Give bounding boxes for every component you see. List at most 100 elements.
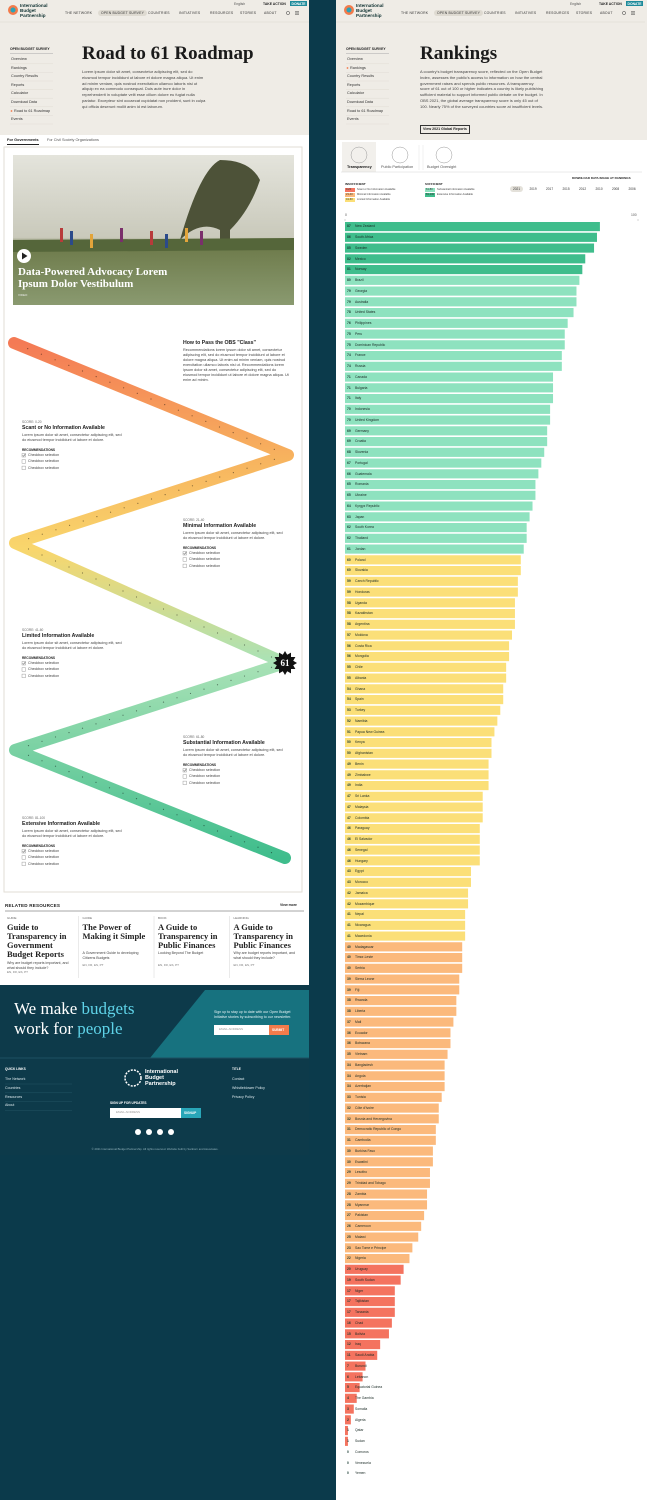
sidebar-link[interactable]: Overview xyxy=(11,57,27,61)
bar-label[interactable]: Chad xyxy=(355,1320,364,1325)
checkbox-label[interactable]: Checkbox selection xyxy=(28,861,60,866)
checkbox-label[interactable]: Checkbox selection xyxy=(28,667,60,672)
bar-label[interactable]: Mozambique xyxy=(355,901,375,906)
social-icon[interactable] xyxy=(157,1129,163,1135)
bar-label[interactable]: Jordan xyxy=(355,546,366,551)
bar-label[interactable]: United States xyxy=(355,310,376,315)
bar-label[interactable]: Iraq xyxy=(355,1342,361,1347)
view-more[interactable]: View more xyxy=(280,903,297,907)
bar-label[interactable]: Sudan xyxy=(355,1439,365,1444)
language-select[interactable]: English xyxy=(234,1,246,6)
bar-label[interactable]: Argentina xyxy=(355,622,370,627)
bar-label[interactable]: Lesotho xyxy=(355,1170,368,1175)
checkbox-label[interactable]: Checkbox selection xyxy=(28,849,60,853)
bar-label[interactable]: South Korea xyxy=(355,525,374,530)
bar-label[interactable]: Romania xyxy=(355,482,369,487)
bar-label[interactable]: Azerbaijan xyxy=(355,1084,372,1089)
bar-label[interactable]: The Gambia xyxy=(355,1396,374,1401)
checkbox-label[interactable]: Checkbox selection xyxy=(189,768,221,772)
bar-label[interactable]: Somalia xyxy=(355,1406,368,1411)
bar-label[interactable]: Mexico xyxy=(355,256,366,261)
bar-label[interactable]: Thailand xyxy=(355,536,369,541)
bar-label[interactable]: Cambodia xyxy=(355,1138,371,1143)
tab-active[interactable]: For Governments xyxy=(7,138,39,145)
bar-label[interactable]: Uganda xyxy=(355,600,367,605)
bar-label[interactable]: Saudi Arabia xyxy=(355,1353,375,1358)
nav-item[interactable]: RESOURCES xyxy=(546,11,570,15)
bar-label[interactable]: Nicaragua xyxy=(355,923,371,928)
donate-button[interactable]: DONATE xyxy=(626,1,644,7)
bar-label[interactable]: South Sudan xyxy=(355,1277,375,1282)
bar-label[interactable]: Philippines xyxy=(355,321,372,326)
checkbox-label[interactable]: Checkbox selection xyxy=(189,563,221,568)
bar-label[interactable]: Ghana xyxy=(355,686,366,691)
sidebar-link[interactable]: Rankings xyxy=(11,65,27,70)
bar-label[interactable]: Tanzania xyxy=(355,1310,369,1315)
bar-label[interactable]: Sri Lanka xyxy=(355,794,370,799)
checkbox-label[interactable]: Checkbox selection xyxy=(189,774,221,779)
bar-label[interactable]: Colombia xyxy=(355,815,370,820)
bar-label[interactable]: United Kingdom xyxy=(355,417,380,422)
sidebar-link[interactable]: Download Data xyxy=(11,100,37,104)
bar-label[interactable]: Tunisia xyxy=(355,1095,366,1100)
bar-label[interactable]: Indonesia xyxy=(355,407,370,412)
bar-label[interactable]: Afghanistan xyxy=(355,751,373,756)
bar-label[interactable]: Ecuador xyxy=(355,1030,368,1035)
bar-label[interactable]: Nigeria xyxy=(355,1256,366,1261)
nav-item[interactable]: COUNTRIES xyxy=(148,11,170,15)
bar-label[interactable]: Zambia xyxy=(355,1191,367,1196)
checkbox-label[interactable]: Checkbox selection xyxy=(189,557,221,562)
checkbox-label[interactable]: Checkbox selection xyxy=(189,551,221,555)
email-placeholder[interactable]: EMAIL ADDRESS xyxy=(219,1027,244,1031)
year-button-active[interactable]: 2021 xyxy=(510,186,524,193)
bar-label[interactable]: Yemen xyxy=(355,1471,366,1476)
bar-label[interactable]: India xyxy=(355,783,363,788)
bar-label[interactable]: Morocco xyxy=(355,880,369,885)
bar-label[interactable]: France xyxy=(355,353,366,358)
bar-label[interactable]: Mongolia xyxy=(355,654,369,659)
card-title[interactable]: A Guide to Transparency in Public Financ… xyxy=(158,922,218,950)
signup-label[interactable]: SIGNUP xyxy=(184,1111,197,1115)
bar-label[interactable]: Georgia xyxy=(355,288,368,293)
bar-label[interactable]: Sao Tome e Principe xyxy=(355,1245,387,1250)
bar-label[interactable]: Botswana xyxy=(355,1041,370,1046)
checkbox-label[interactable]: Checkbox selection xyxy=(28,673,60,678)
nav-item[interactable]: OPEN BUDGET SURVEY xyxy=(98,10,148,16)
bar-label[interactable]: Eswatini xyxy=(355,1159,368,1164)
card-title[interactable]: The Power of Making it Simple xyxy=(82,922,146,941)
checkbox-label[interactable]: Checkbox selection xyxy=(28,661,60,665)
bar-label[interactable]: Angola xyxy=(355,1073,366,1078)
bar-label[interactable]: Jamaica xyxy=(355,890,368,895)
bar-label[interactable]: Honduras xyxy=(355,589,370,594)
bar-label[interactable]: Equatorial Guinea xyxy=(355,1385,383,1390)
bar-label[interactable]: Malawi xyxy=(355,1234,366,1239)
footer-link[interactable]: Resources xyxy=(5,1094,23,1099)
bar-label[interactable]: Japan xyxy=(355,514,365,519)
bar-label[interactable]: Kenya xyxy=(355,740,365,745)
card-title[interactable]: A Guide to Transparency in Public Financ… xyxy=(233,922,293,950)
sidebar-link[interactable]: Overview xyxy=(347,57,363,61)
nav-item[interactable]: OPEN BUDGET SURVEY xyxy=(434,10,484,16)
checkbox-label[interactable]: Checkbox selection xyxy=(189,780,221,785)
sidebar-link[interactable]: Events xyxy=(11,117,23,122)
bar-label[interactable]: Liberia xyxy=(355,1009,366,1014)
download-button[interactable]: DOWNLOAD DATA IMAGE AT RANKINGS xyxy=(572,175,631,180)
footer-link[interactable]: Contact xyxy=(232,1077,245,1081)
sidebar-link[interactable]: Country Results xyxy=(347,74,375,79)
bar-label[interactable]: Albania xyxy=(355,675,367,680)
bar-label[interactable]: Vietnam xyxy=(355,1052,368,1057)
bar-label[interactable]: Norway xyxy=(355,267,367,272)
card-title[interactable]: Guide to Transparency in Government Budg… xyxy=(7,922,67,959)
tab[interactable]: For Civil Society Organizations xyxy=(47,138,99,142)
bar-label[interactable]: Sweden xyxy=(355,245,368,250)
bar-label[interactable]: Madagascar xyxy=(355,944,374,949)
bar-label[interactable]: Fiji xyxy=(355,987,360,992)
language-select[interactable]: English xyxy=(570,1,582,6)
nav-item[interactable]: ABOUT xyxy=(600,11,613,15)
bar-label[interactable]: Germany xyxy=(355,428,369,433)
bar-label[interactable]: South Africa xyxy=(355,235,374,240)
year-button[interactable]: 2010 xyxy=(595,187,603,191)
sidebar-link[interactable]: Reports xyxy=(11,82,25,87)
sidebar-link[interactable]: Country Results xyxy=(11,74,39,79)
global-reports-link[interactable]: View 2021 Global Reports xyxy=(420,125,470,134)
